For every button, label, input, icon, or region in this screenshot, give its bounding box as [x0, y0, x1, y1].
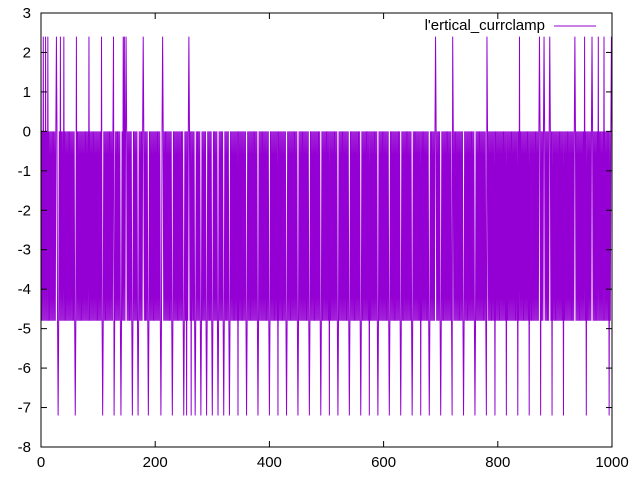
legend-label: l'ertical_currclamp: [425, 17, 545, 34]
y-tick-label: -1: [18, 163, 31, 180]
series-line: [40, 36, 613, 416]
y-tick-label: -5: [18, 321, 31, 338]
y-tick-label: 2: [23, 44, 31, 61]
y-tick-label: -2: [18, 202, 31, 219]
y-tick-label: 1: [23, 84, 31, 101]
plot-border: [40, 12, 613, 448]
ticks-layer: 3 2 1 0 -1 -2 -3 -4 -5 -6 -7 -8 0 200 400 600 800 1000: [18, 5, 629, 471]
x-tick-label: 1000: [595, 454, 628, 471]
y-tick-label: -6: [18, 360, 31, 377]
y-tick-label: -7: [18, 400, 31, 417]
x-tick-label: 200: [143, 454, 168, 471]
y-tick-label: -8: [18, 439, 31, 456]
y-tick-label: 3: [23, 5, 31, 22]
y-tick-label: -3: [18, 242, 31, 259]
legend: l'ertical_currclamp: [425, 17, 596, 34]
x-tick-label: 400: [257, 454, 282, 471]
x-tick-label: 600: [371, 454, 396, 471]
x-tick-label: 0: [37, 454, 45, 471]
x-tick-label: 800: [485, 454, 510, 471]
y-tick-label: -4: [18, 281, 31, 298]
series-layer: [40, 36, 613, 416]
y-tick-label: 0: [23, 123, 31, 140]
